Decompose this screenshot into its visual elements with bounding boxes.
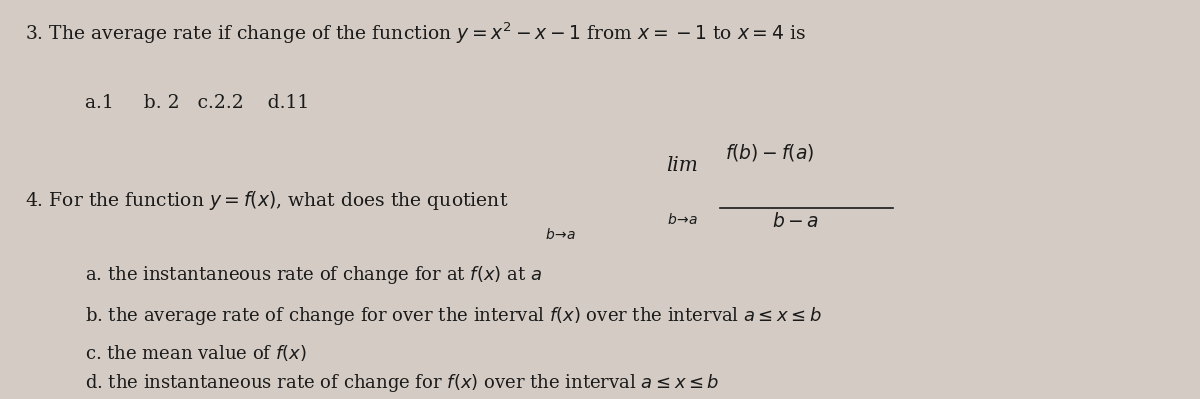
- Text: $b\!\to\!a$: $b\!\to\!a$: [545, 227, 576, 243]
- Text: $f(b)-f(a)$: $f(b)-f(a)$: [725, 142, 814, 164]
- Text: b. the average rate of change for over the interval $f(x)$ over the interval $a : b. the average rate of change for over t…: [85, 305, 822, 327]
- Text: $b\!\to\!a$: $b\!\to\!a$: [667, 212, 698, 227]
- Text: a. the instantaneous rate of change for at $f(x)$ at $a$: a. the instantaneous rate of change for …: [85, 264, 542, 286]
- Text: 3. The average rate if change of the function $y = x^2 - x - 1$ from $x = -1$ to: 3. The average rate if change of the fun…: [25, 21, 806, 46]
- Text: d. the instantaneous rate of change for $f(x)$ over the interval $a \leq x \leq : d. the instantaneous rate of change for …: [85, 372, 720, 395]
- Text: 4. For the function $y = f(x)$, what does the quotient: 4. For the function $y = f(x)$, what doe…: [25, 189, 509, 212]
- Text: a.1     b. 2   c.2.2    d.11: a.1 b. 2 c.2.2 d.11: [85, 94, 310, 112]
- Text: lim: lim: [666, 156, 697, 175]
- Text: c. the mean value of $f(x)$: c. the mean value of $f(x)$: [85, 344, 307, 363]
- Text: $b-a$: $b-a$: [773, 212, 820, 231]
